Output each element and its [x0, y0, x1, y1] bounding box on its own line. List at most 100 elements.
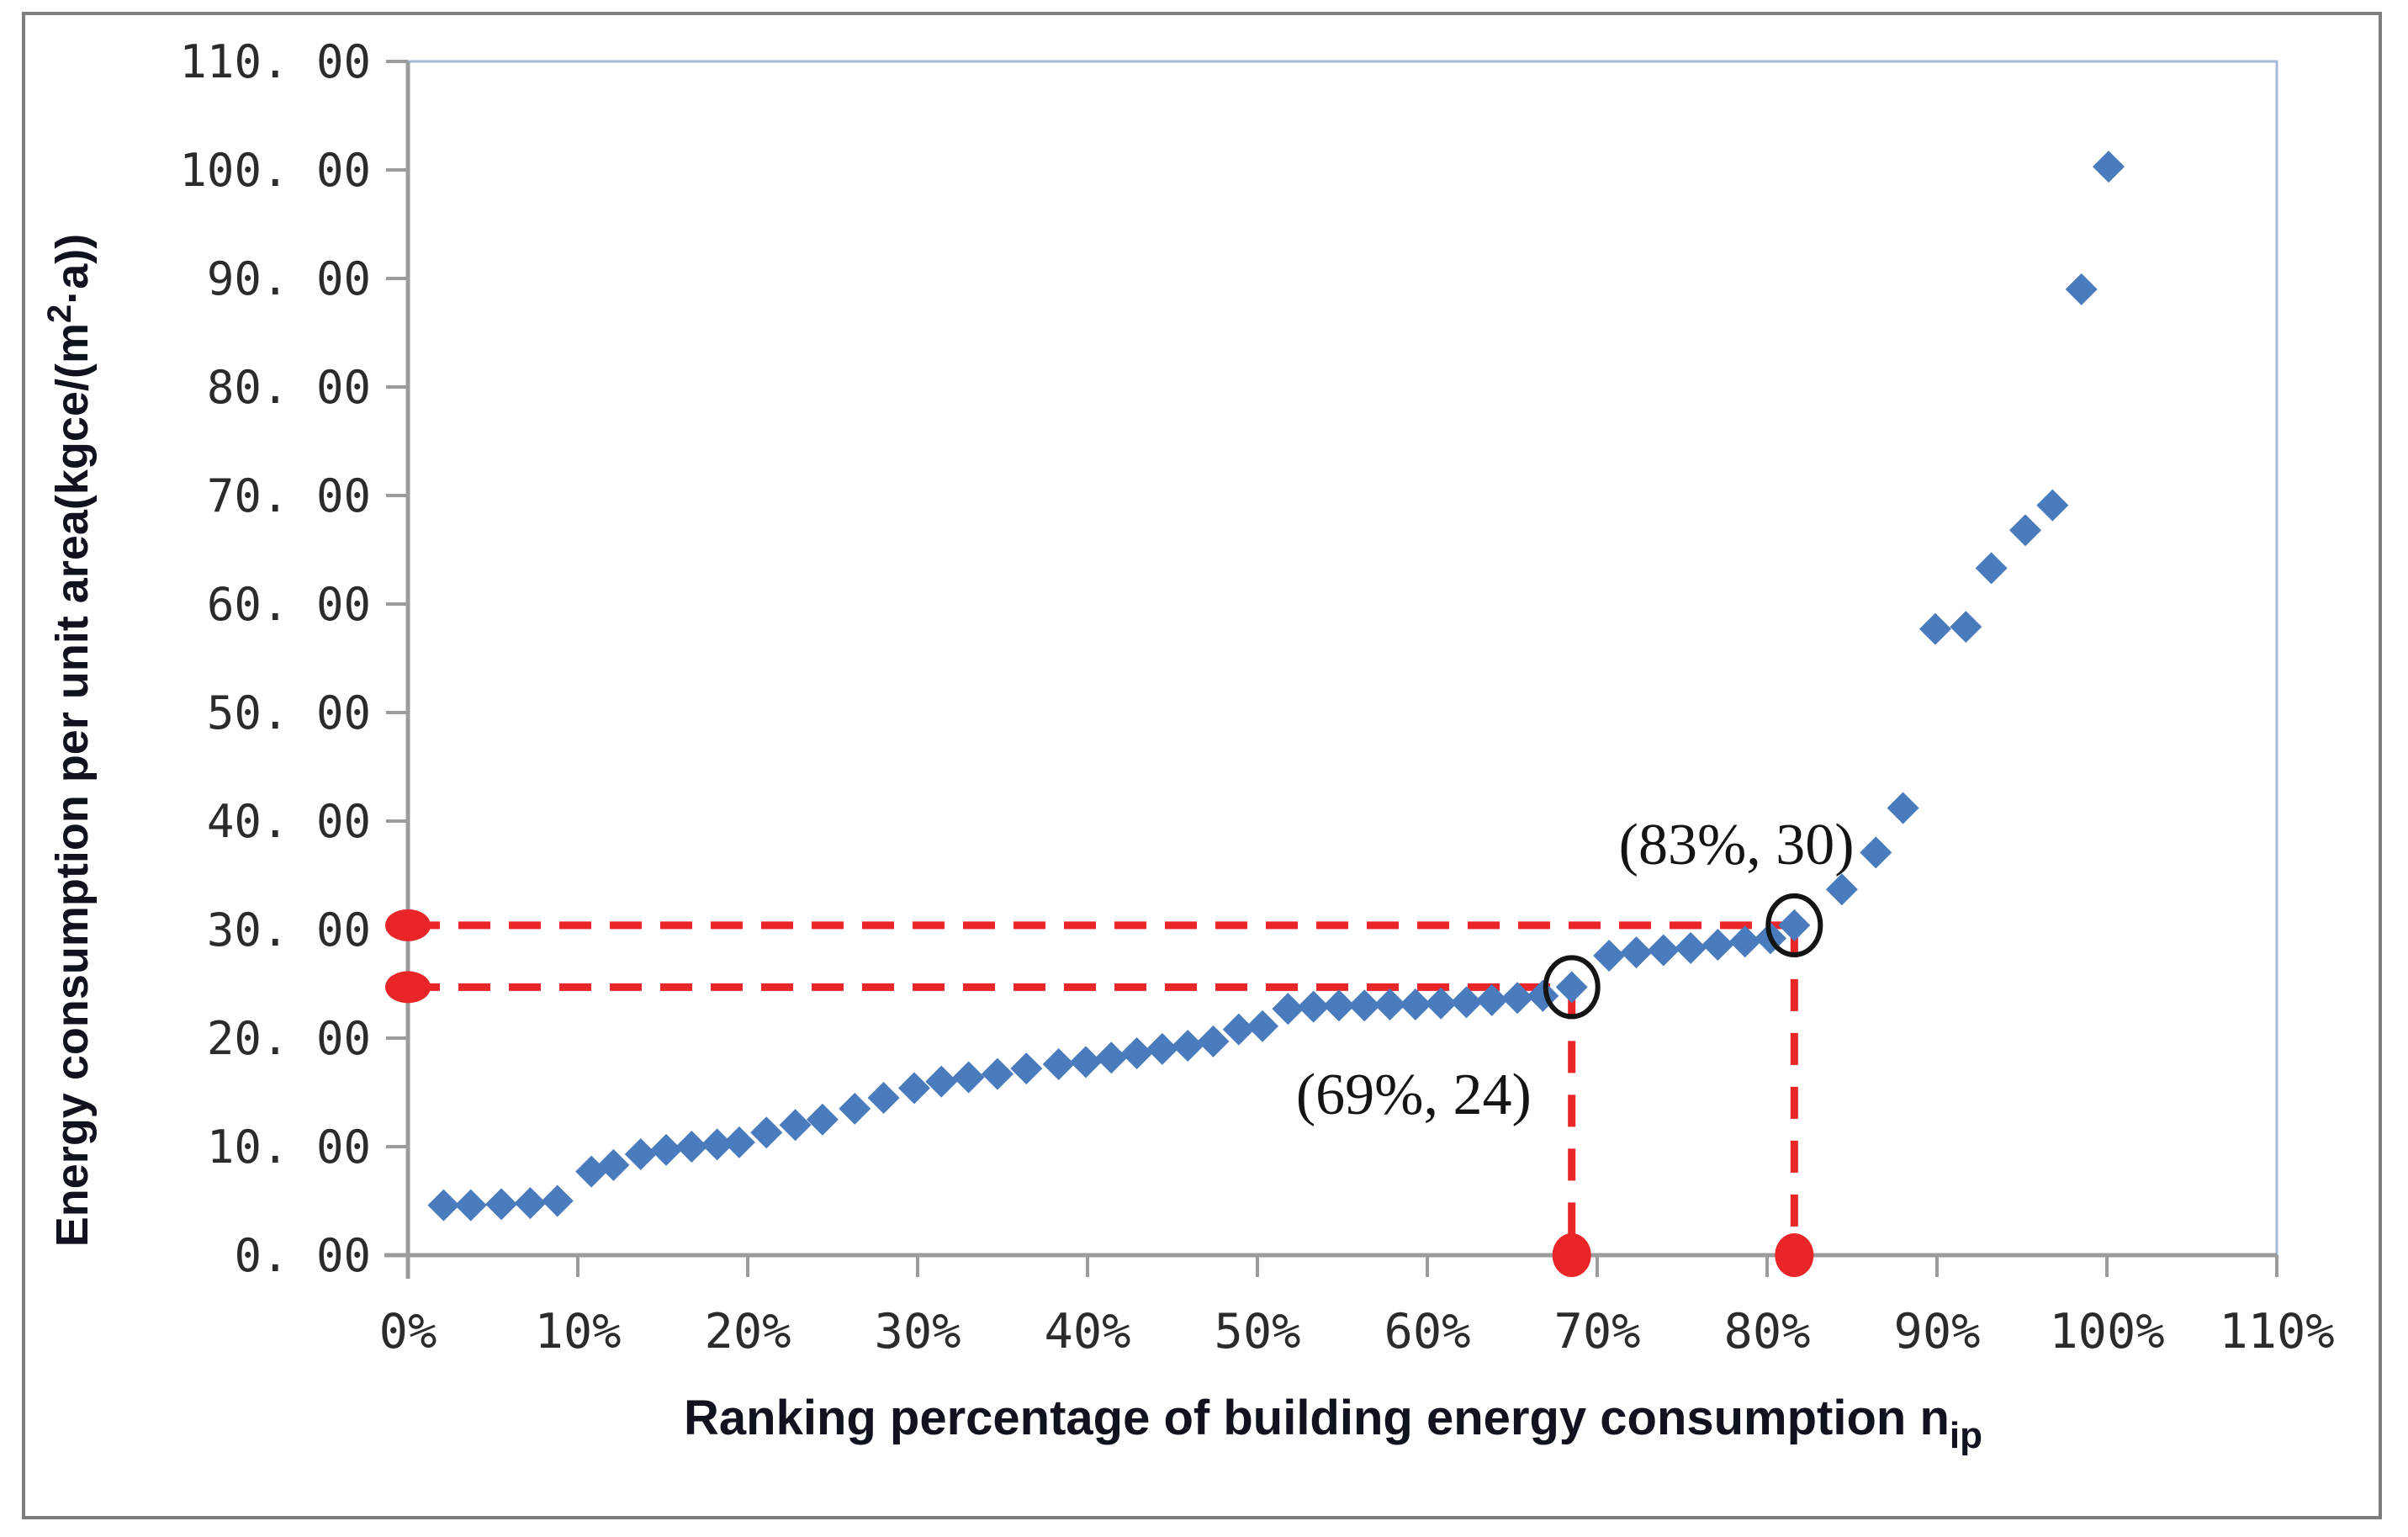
- data-point: [541, 1185, 574, 1217]
- x-tick-label: 110%: [2219, 1304, 2334, 1359]
- y-tick-label: 40. 00: [207, 795, 371, 848]
- data-point: [1950, 611, 1982, 644]
- x-tick-label: 10%: [535, 1304, 622, 1359]
- data-point: [1887, 792, 1919, 824]
- data-point: [1675, 931, 1707, 964]
- guide-marker-x-axis: [1552, 1233, 1591, 1277]
- x-tick-label: 0%: [379, 1304, 437, 1359]
- guide-lines: [385, 909, 1814, 1277]
- data-point: [1620, 936, 1653, 969]
- data-point: [1778, 909, 1811, 941]
- highlight-circle: [1543, 955, 1601, 1020]
- data-point: [779, 1109, 812, 1142]
- annotation-upper: (83%, 30): [1619, 813, 1855, 877]
- y-tick-label: 50. 00: [207, 686, 371, 739]
- data-point: [750, 1116, 783, 1149]
- data-point: [624, 1138, 657, 1171]
- data-point: [1399, 988, 1432, 1021]
- data-point: [675, 1131, 708, 1163]
- data-point: [1373, 988, 1406, 1021]
- data-point: [1222, 1013, 1255, 1046]
- x-tick-label: 50%: [1215, 1304, 1301, 1359]
- x-tick-label: 60%: [1384, 1304, 1471, 1359]
- data-point: [1120, 1037, 1153, 1070]
- x-tick-label: 100%: [2049, 1304, 2164, 1359]
- data-point: [1450, 986, 1483, 1019]
- x-tick-label: 80%: [1724, 1304, 1811, 1359]
- y-tick-label: 20. 00: [207, 1012, 371, 1065]
- data-point: [1918, 612, 1951, 645]
- x-tick-label: 40%: [1045, 1304, 1131, 1359]
- data-point: [427, 1189, 460, 1222]
- data-point: [1246, 1010, 1279, 1042]
- data-point: [1701, 929, 1734, 962]
- data-point: [1146, 1032, 1178, 1065]
- data-point: [1010, 1052, 1043, 1085]
- y-tick-label: 100. 00: [179, 144, 371, 197]
- data-point: [1860, 836, 1892, 869]
- figure-border: [22, 12, 2382, 1519]
- y-tick-label: 90. 00: [207, 252, 371, 305]
- data-point: [1042, 1047, 1075, 1080]
- data-point: [1728, 925, 1761, 958]
- data-point: [1172, 1030, 1204, 1063]
- y-tick-label: 30. 00: [207, 904, 371, 957]
- x-tick-label: 90%: [1894, 1304, 1981, 1359]
- data-point: [454, 1189, 487, 1222]
- x-tick-label: 20%: [705, 1304, 791, 1359]
- data-point: [839, 1092, 871, 1125]
- y-axis: 0. 00 10. 00 20. 00 30. 00 40. 00 50. 00 60. 0…: [179, 35, 408, 1282]
- data-point: [514, 1187, 547, 1220]
- annotation-lower: (69%, 24): [1296, 1063, 1532, 1127]
- guide-marker-y-axis: [385, 909, 431, 941]
- y-axis-title: Energy consumption per unit area(kgce/(m…: [41, 234, 98, 1247]
- data-point: [1197, 1025, 1230, 1057]
- data-point: [1272, 993, 1305, 1026]
- data-point: [701, 1128, 733, 1161]
- data-series: [427, 151, 2125, 1222]
- data-point: [867, 1081, 900, 1114]
- data-point: [650, 1133, 683, 1166]
- data-point: [806, 1103, 839, 1136]
- y-tick-label: 70. 00: [207, 469, 371, 522]
- data-point: [2093, 151, 2125, 183]
- x-axis-title: Ranking percentage of building energy co…: [684, 1391, 1982, 1456]
- guide-marker-y-axis: [385, 971, 431, 1004]
- data-point: [1322, 989, 1355, 1022]
- data-point: [1425, 987, 1458, 1020]
- data-point: [1475, 983, 1508, 1016]
- data-point: [1501, 982, 1534, 1015]
- data-point: [1297, 990, 1330, 1023]
- data-point: [981, 1057, 1013, 1090]
- y-tick-label: 110. 00: [179, 35, 371, 88]
- data-point: [597, 1148, 630, 1181]
- data-point: [2065, 273, 2098, 305]
- data-point: [1825, 873, 1858, 906]
- data-point: [1348, 989, 1381, 1022]
- y-tick-label: 10. 00: [207, 1121, 371, 1174]
- data-point: [1593, 939, 1626, 972]
- x-tick-label: 70%: [1554, 1304, 1641, 1359]
- data-point: [897, 1072, 930, 1105]
- guide-marker-x-axis: [1775, 1233, 1814, 1277]
- data-point: [1975, 552, 2008, 585]
- data-point: [1095, 1041, 1128, 1074]
- plot-area: [384, 60, 2278, 1279]
- data-point: [485, 1188, 518, 1221]
- highlight-circles: [1543, 893, 1823, 1020]
- data-point: [925, 1065, 958, 1098]
- data-point: [1069, 1046, 1102, 1079]
- x-tick-label: 30%: [875, 1304, 961, 1359]
- data-point: [722, 1126, 755, 1158]
- x-axis: 0% 10% 20% 30% 40% 50% 60% 70% 80% 90% 100% 110%: [379, 1255, 2335, 1359]
- data-point: [1647, 934, 1680, 967]
- data-point: [2009, 514, 2042, 547]
- data-point: [1555, 971, 1588, 1004]
- highlight-circle: [1765, 893, 1823, 957]
- data-point: [2036, 489, 2069, 522]
- y-tick-label: 0. 00: [234, 1229, 371, 1282]
- y-tick-label: 80. 00: [207, 361, 371, 414]
- data-point: [952, 1061, 985, 1094]
